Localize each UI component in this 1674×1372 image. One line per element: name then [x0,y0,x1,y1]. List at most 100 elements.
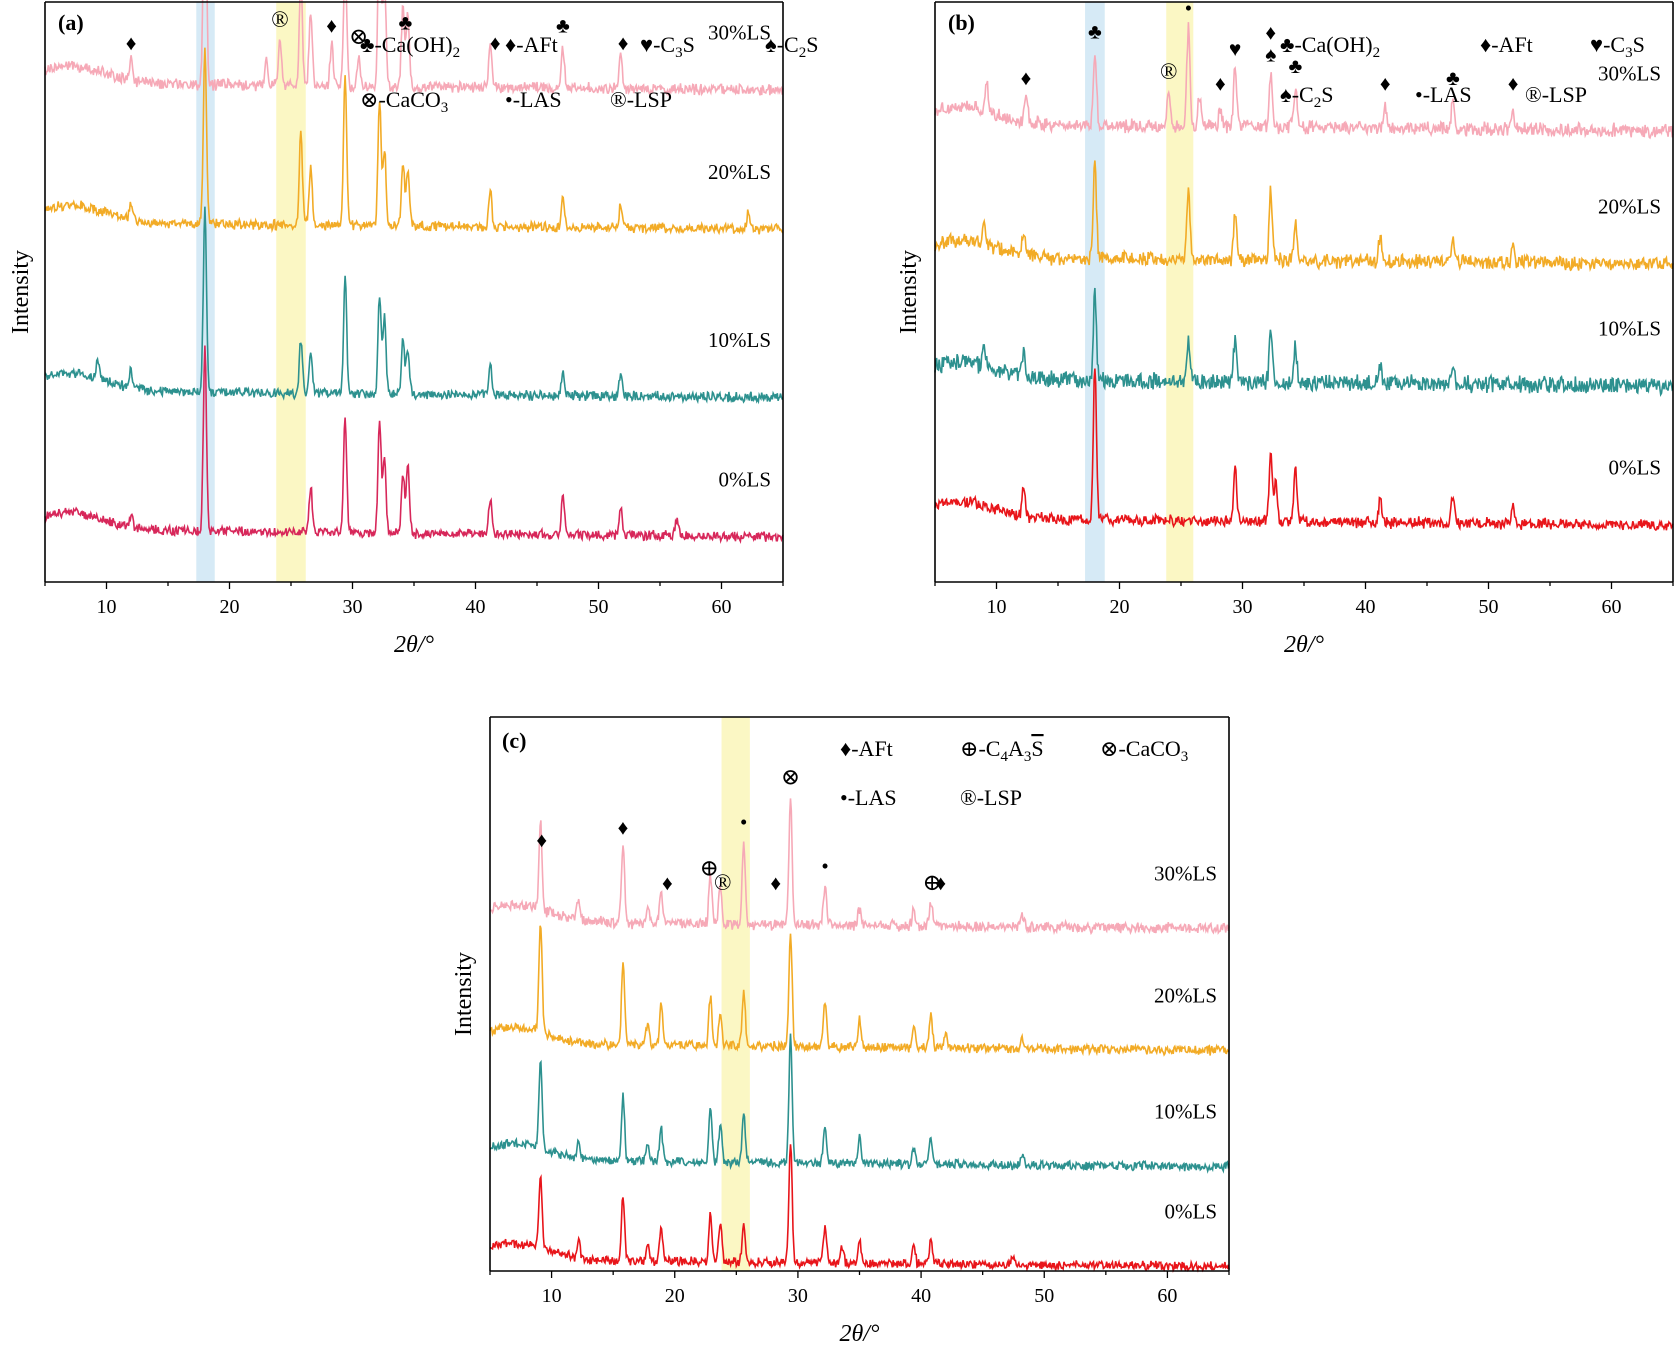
peak-marker: ♣ [1446,66,1460,90]
legend-entry: •-LAS [505,87,562,112]
legend-entry: ♣-Ca(OH)2 [1280,32,1380,61]
series-label: 30%LS [708,21,771,45]
peak-marker: ♦ [490,31,501,55]
y-axis-title: Intensity [8,250,34,334]
x-tick-label: 30 [343,596,363,618]
peak-marker: ♦ [662,871,673,895]
legend-symbol: ® [960,785,977,810]
peak-marker: ♦ [1265,21,1276,45]
peak-marker: • [821,854,828,878]
x-tick-label: 30 [1233,596,1253,618]
peak-marker: ♠ [1265,43,1276,67]
peak-marker: ♦ [1508,72,1519,96]
series-line-30pctls [489,798,1230,936]
legend-entry: •-LAS [1415,82,1472,107]
series-line-20pctls [44,47,784,236]
series-line-30pctls [934,22,1674,140]
legend-entry: ®-LSP [1525,82,1587,107]
peak-marker: ® [1160,59,1177,84]
panel-b: 30%LS 20%LS 10%LS 0%LS 10 20 30 40 50 60 2θ/° Inten… [896,0,1674,658]
legend-symbol: ® [1525,82,1542,107]
peak-marker: • [1185,0,1192,20]
peak-marker: ♦ [935,871,946,895]
x-tick-label: 40 [911,1285,931,1307]
series-label: 10%LS [708,328,771,352]
x-axis-title: 2θ/° [1284,632,1324,658]
panel-a: 30%LS 20%LS 10%LS 0%LS 10 20 30 40 50 60 2θ/° Inten… [8,0,818,658]
peak-marker: ♦ [770,871,781,895]
legend-symbol: ♣ [1280,32,1294,57]
legend-symbol: • [505,87,513,112]
x-tick-label: 20 [665,1285,685,1307]
legend-entry: ®-LSP [610,87,672,112]
x-tick-label: 10 [542,1285,562,1307]
x-axis-title: 2θ/° [839,1321,879,1347]
legend-symbol: ♠ [765,32,777,57]
peak-marker: ® [714,870,731,895]
legend-entry: ♦-AFt [840,736,893,761]
legend-symbol: ♣ [360,32,374,57]
series-line-20pctls [934,160,1674,273]
peak-marker: ♦ [126,31,137,55]
x-axis-title: 2θ/° [394,632,434,658]
peak-marker: ♥ [1229,37,1241,61]
peak-marker: • [740,810,747,834]
x-tick-label: 10 [987,596,1007,618]
x-tick-label: 60 [1602,596,1622,618]
x-tick-label: 50 [1034,1285,1054,1307]
legend-symbol: ⊗ [1100,736,1118,761]
y-axis-title: Intensity [896,250,922,334]
legend-symbol: ⊕ [960,736,978,761]
x-tick-label: 50 [589,596,609,618]
series-label: 30%LS [1154,861,1217,885]
panel-label: (b) [948,10,975,35]
peak-marker: ♦ [618,31,629,55]
series-label: 0%LS [1165,1199,1218,1223]
peak-marker: ® [271,7,288,32]
series-line-30pctls [44,0,784,98]
series-line-0pctls [44,345,784,544]
legend-entry: ♦-AFt [1480,32,1533,57]
legend-symbol: • [840,785,848,810]
series-label: 30%LS [1598,61,1661,85]
legend-symbol: • [1415,82,1423,107]
peak-marker: ♦ [1380,72,1391,96]
series-label: 20%LS [708,160,771,184]
series-label: 0%LS [1609,456,1662,480]
legend-symbol: ♠ [1280,82,1292,107]
x-tick-label: 20 [1110,596,1130,618]
peak-marker: ♣ [1088,19,1102,43]
series-line-10pctls [44,206,784,405]
peak-marker: ♣ [398,10,412,34]
series-line-0pctls [934,368,1674,532]
panel-label: (c) [502,728,526,753]
peak-marker: ♦ [618,815,629,839]
legend-symbol: ♦ [505,32,516,57]
legend-symbol: ♥ [640,32,653,57]
highlight-band [1166,2,1194,582]
legend-entry: ♦-AFt [505,32,558,57]
peak-marker: ⊕ [923,870,942,895]
legend-entry: ♠-C2S [765,32,818,61]
peak-marker: ♦ [1215,72,1226,96]
series-line-10pctls [489,1033,1230,1174]
x-tick-label: 20 [220,596,240,618]
panel-label: (a) [58,10,84,35]
x-tick-label: 30 [788,1285,808,1307]
series-label: 20%LS [1154,983,1217,1007]
legend-entry: ®-LSP [960,785,1022,810]
series-label: 10%LS [1598,317,1661,341]
x-tick-label: 40 [466,596,486,618]
panel-c: 30%LS 20%LS 10%LS 0%LS 10 20 30 40 50 60 2θ/° Inten… [451,716,1230,1347]
peak-marker: ⊕ [700,855,719,880]
legend-entry: ♥-C3S [640,32,695,61]
peak-marker: ♦ [536,828,547,852]
peak-marker: ⊗ [349,24,368,49]
x-tick-label: 10 [97,596,117,618]
legend-symbol: ♦ [1480,32,1491,57]
legend-entry: ⊕-C4A3S [960,736,1044,765]
peak-marker: ♦ [1021,66,1032,90]
peak-marker: ♦ [326,14,337,38]
legend-symbol: ⊗ [360,87,378,112]
legend-symbol: ® [610,87,627,112]
